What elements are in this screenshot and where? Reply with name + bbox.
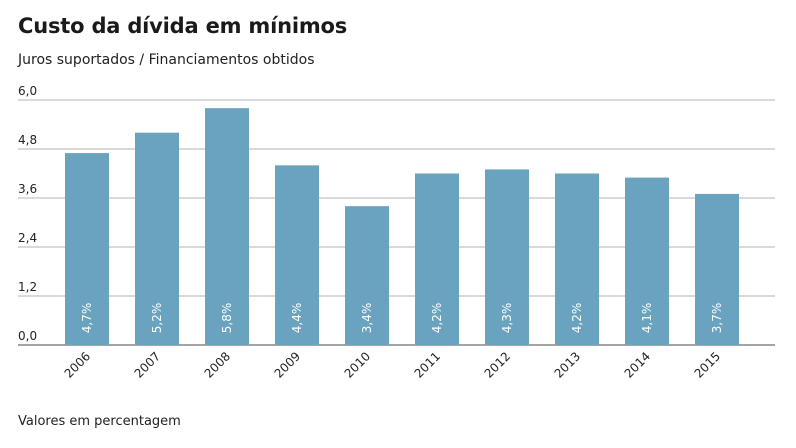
bar-data-label: 4,4%: [290, 303, 304, 334]
y-tick-label: 3,6: [18, 182, 37, 196]
bar: [485, 169, 529, 345]
bar: [625, 177, 669, 345]
bar: [555, 173, 599, 345]
bar-data-label: 3,4%: [360, 303, 374, 334]
bar: [695, 193, 739, 345]
x-tick-label: 2008: [202, 349, 233, 380]
x-tick-label: 2009: [272, 349, 303, 380]
bar: [275, 165, 319, 345]
x-tick-label: 2010: [342, 349, 373, 380]
x-tick-label: 2006: [62, 349, 93, 380]
y-tick-label: 6,0: [18, 84, 37, 98]
bar: [415, 173, 459, 345]
bar-data-label: 5,2%: [150, 303, 164, 334]
x-tick-label: 2013: [552, 349, 583, 380]
bar: [345, 206, 389, 345]
x-axis-ticks: 2006 2007 2008 2009 2010 2011 2012 2013 2014 2015: [62, 349, 723, 380]
y-tick-label: 4,8: [18, 133, 37, 147]
bar-data-label: 4,7%: [80, 303, 94, 334]
bar: [205, 108, 249, 346]
x-tick-label: 2014: [622, 349, 653, 380]
bar-data-label: 5,8%: [220, 303, 234, 334]
bar-data-label: 4,1%: [640, 303, 654, 334]
bar-data-label: 3,7%: [710, 303, 724, 334]
bar: [65, 153, 109, 345]
chart-footnote: Valores em percentagem: [18, 414, 181, 429]
x-tick-label: 2012: [482, 349, 513, 380]
y-axis-ticks: 0,0 1,2 2,4 3,6 4,8 6,0: [18, 84, 37, 343]
x-tick-label: 2011: [412, 349, 443, 380]
bars: 4,7% 5,2% 5,8% 4,4% 3,4% 4,2% 4,3% 4,2% 4,1% 3,7%: [65, 108, 739, 346]
y-tick-label: 2,4: [18, 231, 37, 245]
bar-data-label: 4,2%: [430, 303, 444, 334]
x-tick-label: 2015: [692, 349, 723, 380]
chart-title: Custo da dívida em mínimos: [18, 14, 348, 38]
x-tick-label: 2007: [132, 349, 163, 380]
bar-data-label: 4,2%: [570, 303, 584, 334]
y-tick-label: 1,2: [18, 280, 37, 294]
y-tick-label: 0,0: [18, 329, 37, 343]
bar-data-label: 4,3%: [500, 303, 514, 334]
bar: [135, 132, 179, 345]
chart-subtitle: Juros suportados / Financiamentos obtido…: [18, 52, 315, 68]
